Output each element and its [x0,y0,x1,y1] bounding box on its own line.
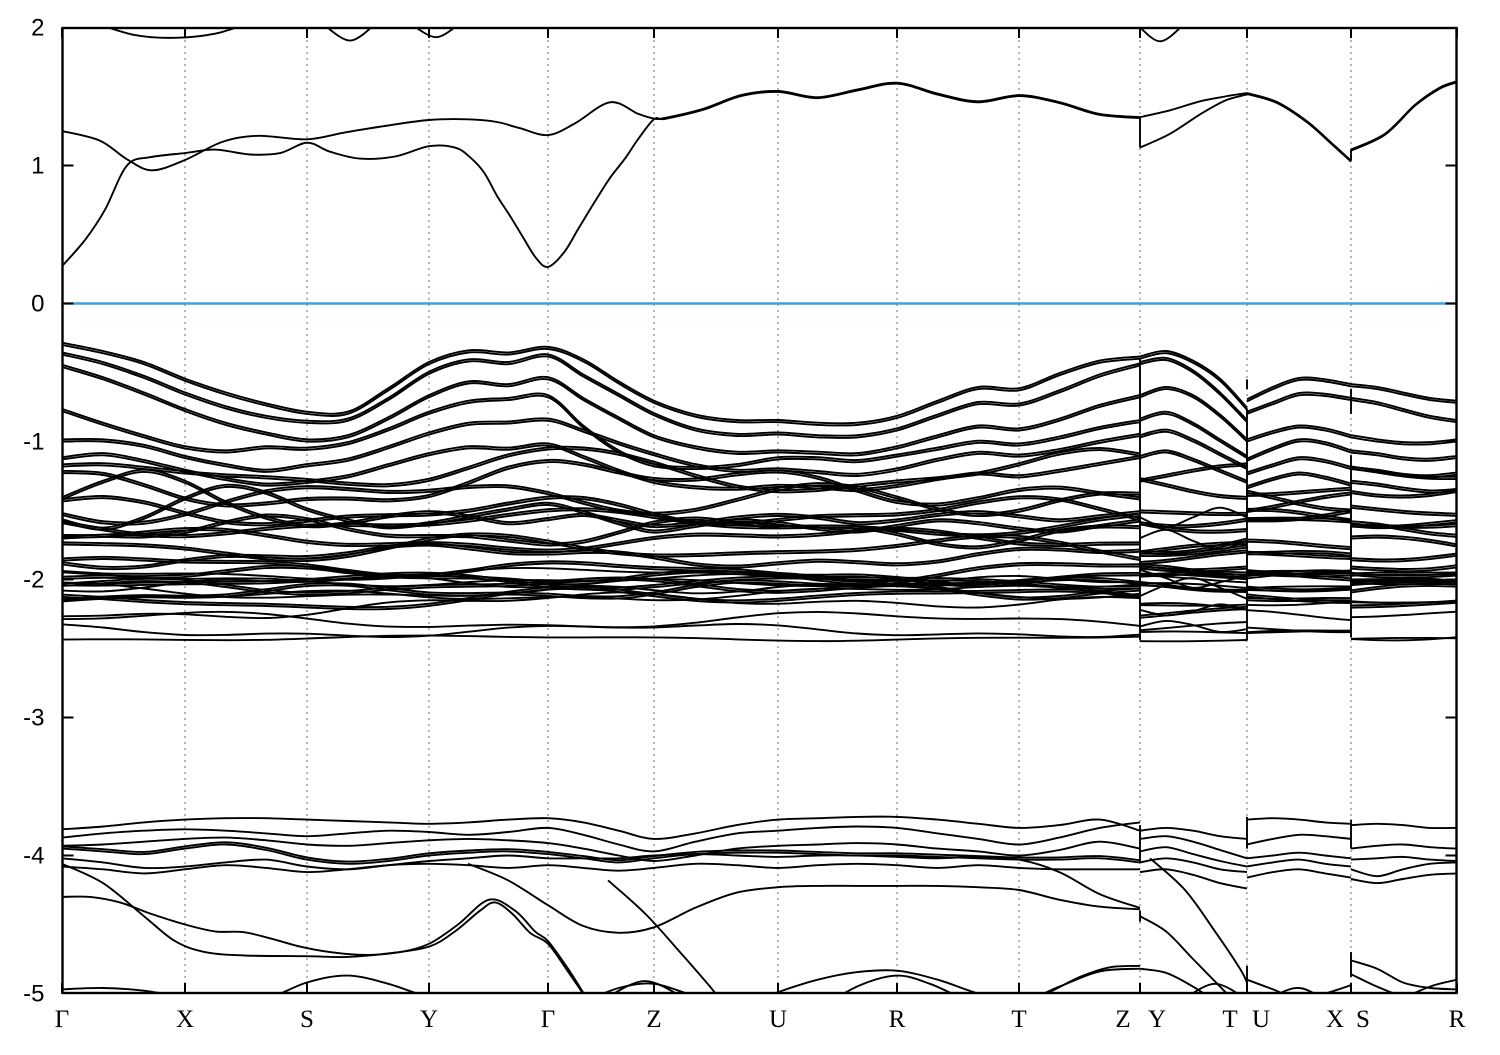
svg-text:-5: -5 [23,981,44,1008]
svg-text:U: U [1252,1006,1270,1033]
svg-text:S: S [1356,1006,1370,1033]
svg-text:Z: Z [1115,1006,1130,1033]
svg-text:-3: -3 [23,705,44,732]
svg-text:X: X [176,1006,194,1033]
svg-text:-1: -1 [23,429,44,456]
svg-text:Z: Z [646,1006,661,1033]
svg-text:X: X [1326,1006,1344,1033]
svg-text:1: 1 [31,153,44,180]
svg-text:U: U [769,1006,787,1033]
svg-text:Γ: Γ [55,1006,69,1033]
svg-text:-2: -2 [23,567,44,594]
svg-text:Y: Y [1148,1006,1166,1033]
svg-text:Y: Y [420,1006,438,1033]
svg-text:R: R [1449,1006,1466,1033]
svg-text:-4: -4 [23,843,44,870]
svg-text:S: S [300,1006,314,1033]
svg-text:2: 2 [31,15,44,42]
svg-text:Γ: Γ [541,1006,555,1033]
svg-text:0: 0 [31,291,44,318]
svg-text:R: R [889,1006,906,1033]
svg-text:T: T [1011,1006,1026,1033]
svg-text:T: T [1222,1006,1237,1033]
